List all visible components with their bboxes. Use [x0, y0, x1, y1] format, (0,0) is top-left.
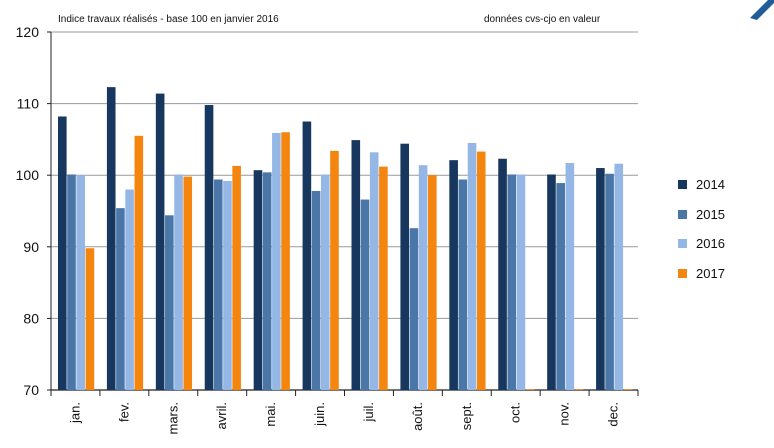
bar-2014-2: [155, 93, 165, 391]
bar-2017-10: [574, 389, 584, 390]
bar-2016-11: [614, 163, 624, 390]
x-tick-label: fev.: [116, 402, 131, 422]
bar-2017-5: [330, 150, 339, 390]
y-tick-label: 90: [23, 239, 39, 255]
bar-2016-3: [223, 180, 232, 390]
bar-2017-6: [379, 166, 388, 390]
bar-2015-10: [556, 183, 565, 390]
chart-title: Indice travaux réalisés - base 100 en ja…: [58, 14, 279, 25]
legend-label-2017: 2017: [696, 265, 725, 281]
legend-item-2017: 2017: [678, 259, 725, 289]
x-tick-label: nov.: [557, 402, 572, 426]
legend-label-2016: 2016: [696, 236, 725, 252]
bar-2014-3: [204, 105, 214, 391]
bar-2014-9: [498, 158, 507, 390]
bar-2016-9: [516, 174, 526, 390]
bar-2017-3: [232, 165, 241, 390]
bar-2015-5: [311, 190, 321, 390]
bar-2016-8: [467, 142, 477, 390]
x-tick-label: août.: [410, 402, 425, 431]
bar-2015-7: [409, 228, 419, 390]
bar-2014-0: [58, 116, 67, 390]
bar-2014-6: [351, 140, 361, 390]
x-tick-label: mai.: [263, 402, 278, 427]
bar-2015-1: [116, 208, 125, 390]
bar-2016-5: [320, 174, 330, 390]
legend-label-2015: 2015: [696, 206, 725, 222]
bar-2015-2: [165, 215, 174, 390]
legend-swatch-2017: [678, 268, 687, 278]
bar-2017-9: [525, 389, 535, 390]
bar-2015-4: [262, 172, 272, 390]
x-tick-label: avril.: [214, 402, 229, 429]
bar-2016-1: [125, 189, 134, 390]
bar-2017-7: [428, 175, 437, 390]
legend-swatch-2014: [678, 180, 687, 190]
legend-swatch-2015: [678, 209, 687, 219]
x-tick-label: dec.: [606, 402, 621, 427]
bar-2015-0: [67, 174, 76, 390]
bar-2016-6: [369, 152, 379, 390]
bar-2016-7: [418, 165, 428, 390]
y-tick-label: 110: [17, 96, 40, 112]
x-tick-label: juil.: [361, 402, 376, 423]
bar-2014-1: [106, 87, 116, 390]
bar-2015-9: [507, 174, 517, 390]
bar-2017-11: [623, 389, 633, 390]
y-tick-label: 120: [16, 24, 40, 40]
bar-2016-0: [76, 175, 85, 390]
legend: 2014 2015 2016 2017: [678, 170, 725, 288]
bar-2015-6: [360, 199, 370, 390]
x-tick-label: mars.: [165, 402, 180, 435]
bar-2014-4: [253, 170, 263, 390]
bar-2016-2: [174, 174, 183, 390]
legend-item-2015: 2015: [678, 200, 725, 230]
x-tick-label: juin.: [312, 402, 327, 427]
legend-item-2014: 2014: [678, 170, 725, 200]
bar-2015-11: [605, 173, 614, 390]
bar-2014-8: [449, 160, 458, 390]
bar-2017-2: [183, 176, 193, 390]
legend-item-2016: 2016: [678, 229, 725, 259]
y-tick-label: 70: [23, 382, 39, 398]
y-tick-label: 80: [23, 310, 39, 326]
legend-label-2014: 2014: [696, 177, 725, 193]
bar-2014-5: [302, 121, 312, 390]
x-tick-label: jan.: [67, 402, 82, 424]
x-tick-label: oct.: [508, 402, 523, 423]
bar-2014-10: [547, 174, 556, 390]
chart-subtitle: données cvs-cjo en valeur: [484, 14, 601, 25]
bar-2017-8: [476, 151, 486, 390]
bar-2014-7: [400, 143, 410, 390]
bar-2015-8: [458, 179, 468, 390]
legend-swatch-2016: [678, 239, 687, 249]
bar-2014-11: [596, 168, 605, 390]
bar-2015-3: [213, 179, 223, 390]
bar-2016-10: [565, 163, 575, 390]
bar-2017-1: [134, 135, 144, 390]
x-tick-label: sept.: [459, 402, 474, 430]
bar-2017-0: [85, 248, 95, 390]
logo-stripe-shape: [750, 0, 774, 20]
logo-stripe-icon: [714, 0, 774, 24]
bar-2017-4: [281, 132, 290, 391]
y-tick-label: 100: [16, 167, 40, 183]
bar-2016-4: [272, 132, 281, 390]
